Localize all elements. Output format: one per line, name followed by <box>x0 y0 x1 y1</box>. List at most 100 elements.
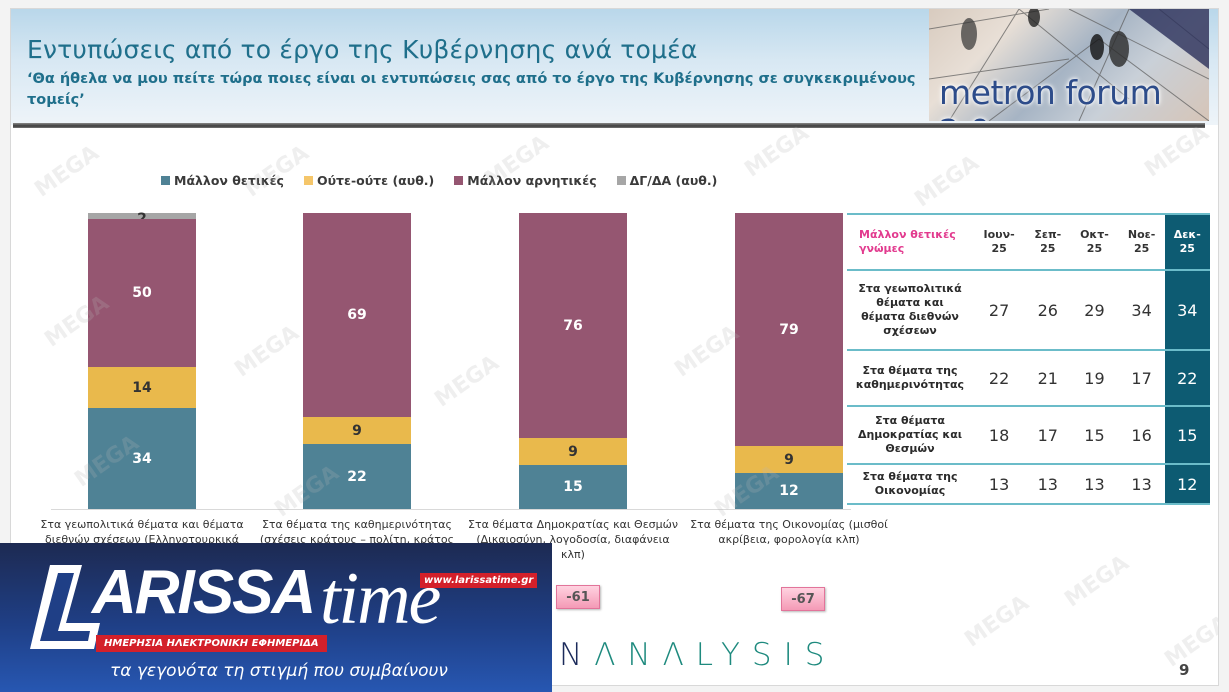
segment-value: 76 <box>563 317 583 334</box>
segment-value: 34 <box>132 450 152 467</box>
table-cell: 16 <box>1118 406 1165 465</box>
segment-value: 9 <box>568 443 578 460</box>
larissatime-wordmark: ARISSA <box>92 558 316 627</box>
legend-label: Μάλλον αρνητικές <box>467 173 597 188</box>
larissatime-l-logo-icon <box>30 565 100 649</box>
table-row: Στα θέματα της καθημερινότητας 22 21 19 … <box>847 350 1210 407</box>
table-cell: 34 <box>1118 270 1165 351</box>
legend-item-dk: ΔΓ/ΔΑ (αυθ.) <box>616 173 718 188</box>
table-cell: 13 <box>1070 464 1119 505</box>
segment-neutral: 9 <box>735 446 843 473</box>
row-label: Στα θέματα της καθημερινότητας <box>847 350 973 407</box>
watermark: MEGA <box>960 590 1034 653</box>
legend-label: Μάλλον θετικές <box>174 173 284 188</box>
table-cell-current: 15 <box>1164 406 1210 465</box>
larissatime-script-wordmark: time <box>320 558 441 640</box>
table-cell: 22 <box>973 350 1026 407</box>
segment-value: 12 <box>779 483 799 499</box>
metron-forum-wordmark: metron forum 2.0 <box>939 73 1162 121</box>
segment-neutral: 14 <box>88 367 196 409</box>
table-row: Στα θέματα Δημοκρατίας και Θεσμών 18 17 … <box>847 406 1210 465</box>
legend-item-neutral: Ούτε-ούτε (αυθ.) <box>303 173 435 188</box>
table-cell: 15 <box>1070 406 1119 465</box>
watermark: MEGA <box>430 350 504 413</box>
legend-item-negative: Μάλλον αρνητικές <box>454 173 597 188</box>
column-header: Σεπ- 25 <box>1025 213 1071 271</box>
legend-swatch-dk <box>616 176 626 185</box>
segment-value: 9 <box>784 451 794 468</box>
table-cell: 13 <box>1025 464 1071 505</box>
column-header: Νοε- 25 <box>1118 213 1165 271</box>
category-label-economy: Στα θέματα της Οικονομίας (μισθοί ακρίβε… <box>690 518 888 546</box>
segment-positive: 12 <box>735 473 843 509</box>
watermark: MEGA <box>1140 120 1214 183</box>
table-cell-current: 34 <box>1164 270 1210 351</box>
larissatime-tagline: τα γεγονότα τη στιγμή που συμβαίνουν <box>110 661 448 681</box>
watermark: MEGA <box>910 150 984 213</box>
table-cell: 17 <box>1025 406 1071 465</box>
watermark: MEGA <box>1160 610 1219 673</box>
segment-negative: 69 <box>303 213 411 417</box>
row-label: Στα θέματα της Οικονομίας <box>847 464 973 505</box>
segment-value: 50 <box>132 285 152 302</box>
segment-neutral: 9 <box>303 417 411 444</box>
column-header-current: Δεκ- 25 <box>1164 213 1210 271</box>
segment-positive: 15 <box>519 465 627 509</box>
table-cell: 13 <box>1118 464 1165 505</box>
table-row: Στα θέματα της Οικονομίας 13 13 13 13 12 <box>847 464 1210 505</box>
bar-economy: 12 9 79 <box>735 213 843 509</box>
larissatime-url-badge[interactable]: www.larissatime.gr <box>420 573 538 588</box>
watermark: MEGA <box>740 120 814 183</box>
row-label: Στα θέματα Δημοκρατίας και Θεσμών <box>847 406 973 465</box>
table-cell: 27 <box>973 270 1026 351</box>
table-cell: 17 <box>1118 350 1165 407</box>
table-cell: 13 <box>973 464 1026 505</box>
segment-value: 69 <box>347 307 367 323</box>
segment-positive: 34 <box>88 408 196 509</box>
chart-legend: Μάλλον θετικές Ούτε-ούτε (αυθ.) Μάλλον α… <box>161 173 717 188</box>
table-cell: 18 <box>973 406 1026 465</box>
table-cell-current: 12 <box>1164 464 1210 505</box>
legend-label: Ούτε-ούτε (αυθ.) <box>316 173 435 188</box>
table-cell: 19 <box>1070 350 1119 407</box>
segment-positive: 22 <box>303 444 411 509</box>
metron-forum-logo: metron forum 2.0 <box>929 9 1209 121</box>
table-corner-header: Μάλλον θετικές γνώμες <box>847 213 973 271</box>
segment-neutral: 9 <box>519 438 627 465</box>
table-header-row: Μάλλον θετικές γνώμες Ιουν- 25 Σεπ- 25 Οκτ… <box>847 213 1210 271</box>
segment-negative: 50 <box>88 219 196 368</box>
legend-label: ΔΓ/ΔΑ (αυθ.) <box>629 173 718 188</box>
positive-opinion-trend-table: Μάλλον θετικές γνώμες Ιουν- 25 Σεπ- 25 Οκτ… <box>847 213 1210 505</box>
larissatime-banner: ARISSA time www.larissatime.gr ΗΜΕΡΗΣΙΑ … <box>0 543 552 692</box>
watermark: MEGA <box>240 140 314 203</box>
analysis-brand-logo: NΛNΛLYSIS <box>559 637 837 673</box>
header-divider <box>13 123 1205 128</box>
legend-item-positive: Μάλλον θετικές <box>161 173 284 188</box>
table-cell-current: 22 <box>1164 350 1210 407</box>
net-difference-badge-democracy: -61 <box>556 585 600 609</box>
table-row: Στα γεωπολιτικά θέματα και θέματα διεθνώ… <box>847 270 1210 351</box>
slide-header: Εντυπώσεις από το έργο της Κυβέρνησης αν… <box>11 9 1218 125</box>
watermark: MEGA <box>30 140 104 203</box>
net-difference-badge-economy: -67 <box>781 587 825 611</box>
segment-value: 15 <box>563 479 583 495</box>
segment-negative: 76 <box>519 213 627 438</box>
legend-swatch-neutral <box>303 176 313 185</box>
larissatime-subtitle-badge: ΗΜΕΡΗΣΙΑ ΗΛΕΚΤΡΟΝΙΚΗ ΕΦΗΜΕΡΙΔΑ <box>96 635 327 652</box>
watermark: MEGA <box>670 320 744 383</box>
slide-title: Εντυπώσεις από το έργο της Κυβέρνησης αν… <box>27 35 698 64</box>
page-number: 9 <box>1179 661 1190 679</box>
category-label-geopolitics: Στα γεωπολιτικά θέματα και θέματα διεθνώ… <box>40 518 244 546</box>
table-cell: 26 <box>1025 270 1071 351</box>
bar-geopolitics: 34 14 50 2 <box>88 212 196 509</box>
watermark: MEGA <box>230 320 304 383</box>
segment-value: 79 <box>779 321 799 338</box>
column-header: Οκτ- 25 <box>1070 213 1119 271</box>
column-header: Ιουν- 25 <box>973 213 1026 271</box>
slide: Εντυπώσεις από το έργο της Κυβέρνησης αν… <box>10 8 1219 686</box>
segment-negative: 79 <box>735 213 843 446</box>
x-axis-line <box>51 509 851 510</box>
bar-everyday: 22 9 69 <box>303 213 411 509</box>
table-cell: 29 <box>1070 270 1119 351</box>
segment-value: 9 <box>352 422 362 439</box>
